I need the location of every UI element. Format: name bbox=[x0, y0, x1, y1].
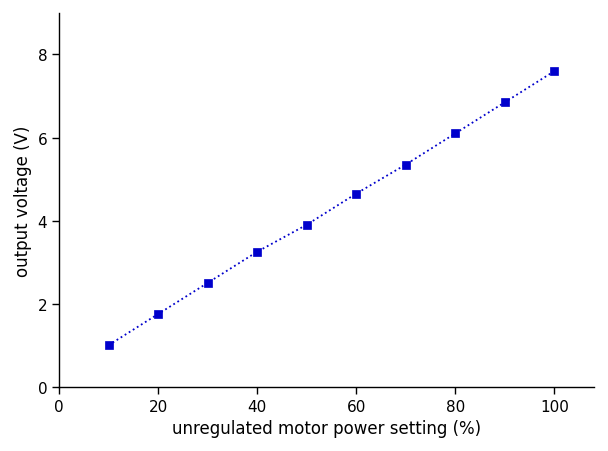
X-axis label: unregulated motor power setting (%): unregulated motor power setting (%) bbox=[172, 419, 481, 437]
Y-axis label: output voltage (V): output voltage (V) bbox=[14, 125, 32, 276]
